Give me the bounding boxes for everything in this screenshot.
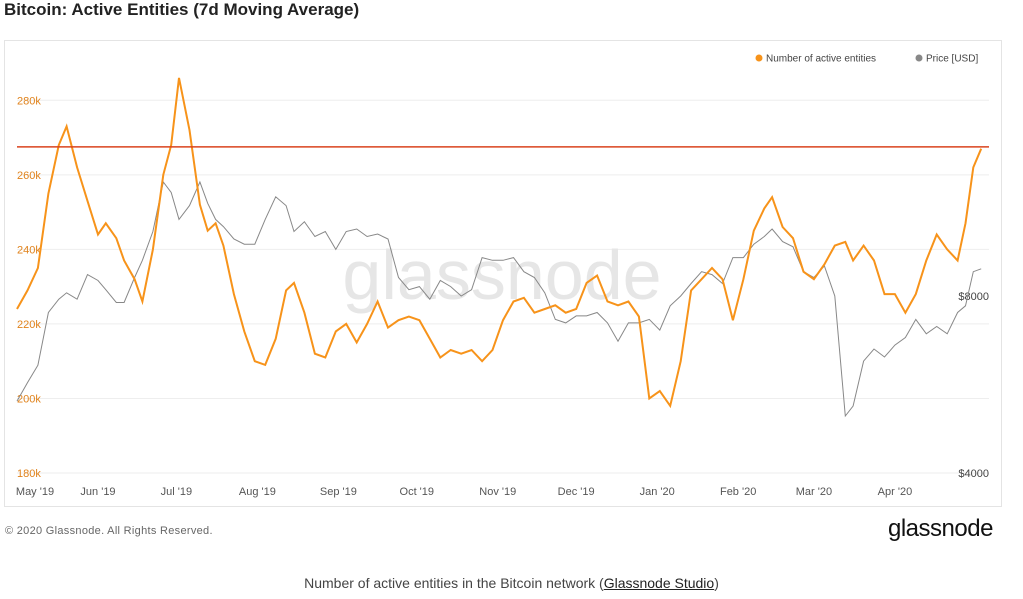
x-tick-label: Feb '20 (720, 486, 756, 498)
glassnode-logo: glassnode (888, 515, 993, 542)
x-tick-label: Sep '19 (320, 486, 357, 498)
left-axis-ticks: 180k 200k 220k 240k 260k 280k (17, 95, 41, 480)
y-right-tick-label: $8000 (958, 291, 989, 303)
x-tick-label: Jan '20 (640, 486, 675, 498)
y-left-tick-label: 240k (17, 244, 41, 256)
y-left-tick-label: 260k (17, 170, 41, 182)
right-axis-ticks: $4000 $8000 (958, 291, 989, 480)
y-right-tick-label: $4000 (958, 468, 989, 480)
copyright-text: © 2020 Glassnode. All Rights Reserved. (5, 525, 213, 537)
active-entities-series-line (16, 77, 983, 409)
caption-prefix: Number of active entities in the Bitcoin… (304, 575, 604, 591)
legend-price-label: Price [USD] (926, 54, 978, 65)
y-left-tick-label: 280k (17, 95, 41, 107)
y-left-tick-label: 180k (17, 468, 41, 480)
x-tick-label: Oct '19 (400, 486, 435, 498)
y-left-tick-label: 220k (17, 319, 41, 331)
x-tick-label: Nov '19 (479, 486, 516, 498)
legend-price-marker (915, 54, 923, 62)
figure-caption: Number of active entities in the Bitcoin… (0, 575, 1023, 591)
series-lines (16, 77, 989, 418)
legend-entities-label: Number of active entities (766, 54, 876, 65)
glassnode-studio-link[interactable]: Glassnode Studio (603, 575, 715, 591)
chart-container: glassnode 180k 200k 220k 240k 260k 280k $4000… (4, 40, 1002, 507)
grid-lines (17, 99, 989, 474)
x-tick-label: Aug '19 (239, 486, 276, 498)
x-tick-label: May '19 (16, 486, 54, 498)
x-tick-label: Jun '19 (80, 486, 115, 498)
legend-entities-marker (755, 54, 763, 62)
legend: Number of active entities Price [USD] (755, 54, 978, 65)
x-tick-label: Mar '20 (796, 486, 832, 498)
y-left-tick-label: 200k (17, 393, 41, 405)
caption-suffix: ) (714, 575, 719, 591)
x-tick-label: Dec '19 (558, 486, 595, 498)
page-title: Bitcoin: Active Entities (7d Moving Aver… (4, 0, 360, 19)
x-tick-label: Apr '20 (878, 486, 913, 498)
x-tick-label: Jul '19 (161, 486, 192, 498)
x-axis-ticks: May '19 Jun '19 Jul '19 Aug '19 Sep '19 Oct '… (16, 486, 912, 498)
